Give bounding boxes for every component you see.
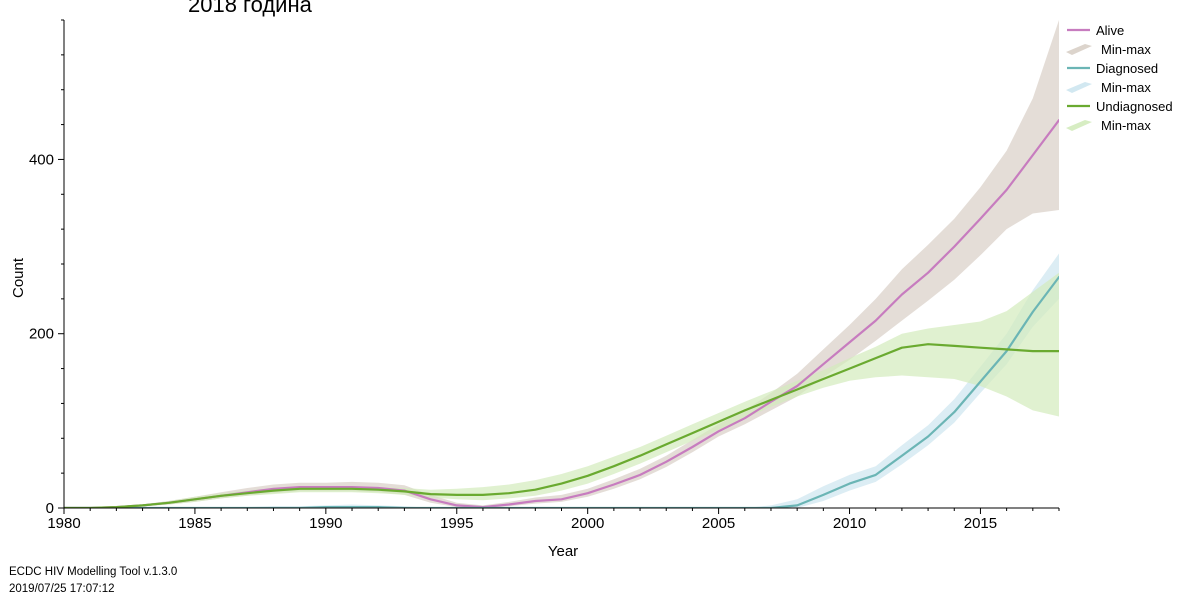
legend-label-diagnosed-band: Min-max: [1101, 80, 1151, 95]
legend-swatch-undiagnosed-band: [1066, 120, 1092, 131]
footer-tool-version: ECDC HIV Modelling Tool v.1.3.0: [9, 566, 178, 578]
legend-label-diagnosed: Diagnosed: [1096, 61, 1158, 76]
y-axis-title: Count: [10, 257, 27, 298]
band-alive: [64, 20, 1059, 508]
x-axis-title: Year: [548, 543, 578, 560]
legend-swatch-alive-band: [1066, 44, 1092, 55]
legend-label-alive: Alive: [1096, 23, 1124, 38]
chart-title: 2018 година: [188, 0, 313, 17]
line-undiagnosed: [64, 343, 1059, 508]
x-tick-label: 1990: [309, 515, 342, 532]
footer-timestamp: 2019/07/25 17:07:12: [9, 583, 115, 595]
line-diagnosed: [64, 276, 1059, 508]
legend-swatch-diagnosed-band: [1066, 82, 1092, 93]
legend: Alive Min-max Diagnosed Min-max Undiagnosed M…: [1066, 23, 1173, 133]
x-tick-label: 2000: [571, 515, 604, 532]
axes: 1980 1985 1990 1995 2000 2005 2010 2015 0 200 400: [29, 19, 1060, 532]
x-tick-label: 2015: [964, 515, 997, 532]
series-lines: [64, 119, 1059, 508]
legend-label-alive-band: Min-max: [1101, 42, 1151, 57]
y-tick-label: 200: [29, 326, 54, 343]
x-tick-label: 2005: [702, 515, 735, 532]
x-tick-label: 1980: [47, 515, 80, 532]
y-tick-label: 0: [46, 500, 54, 517]
x-tick-label: 1995: [440, 515, 473, 532]
legend-label-undiagnosed-band: Min-max: [1101, 118, 1151, 133]
x-tick-label: 1985: [178, 515, 211, 532]
x-tick-label: 2010: [833, 515, 866, 532]
y-tick-label: 400: [29, 151, 54, 168]
legend-label-undiagnosed: Undiagnosed: [1096, 99, 1173, 114]
min-max-bands: [64, 20, 1059, 508]
